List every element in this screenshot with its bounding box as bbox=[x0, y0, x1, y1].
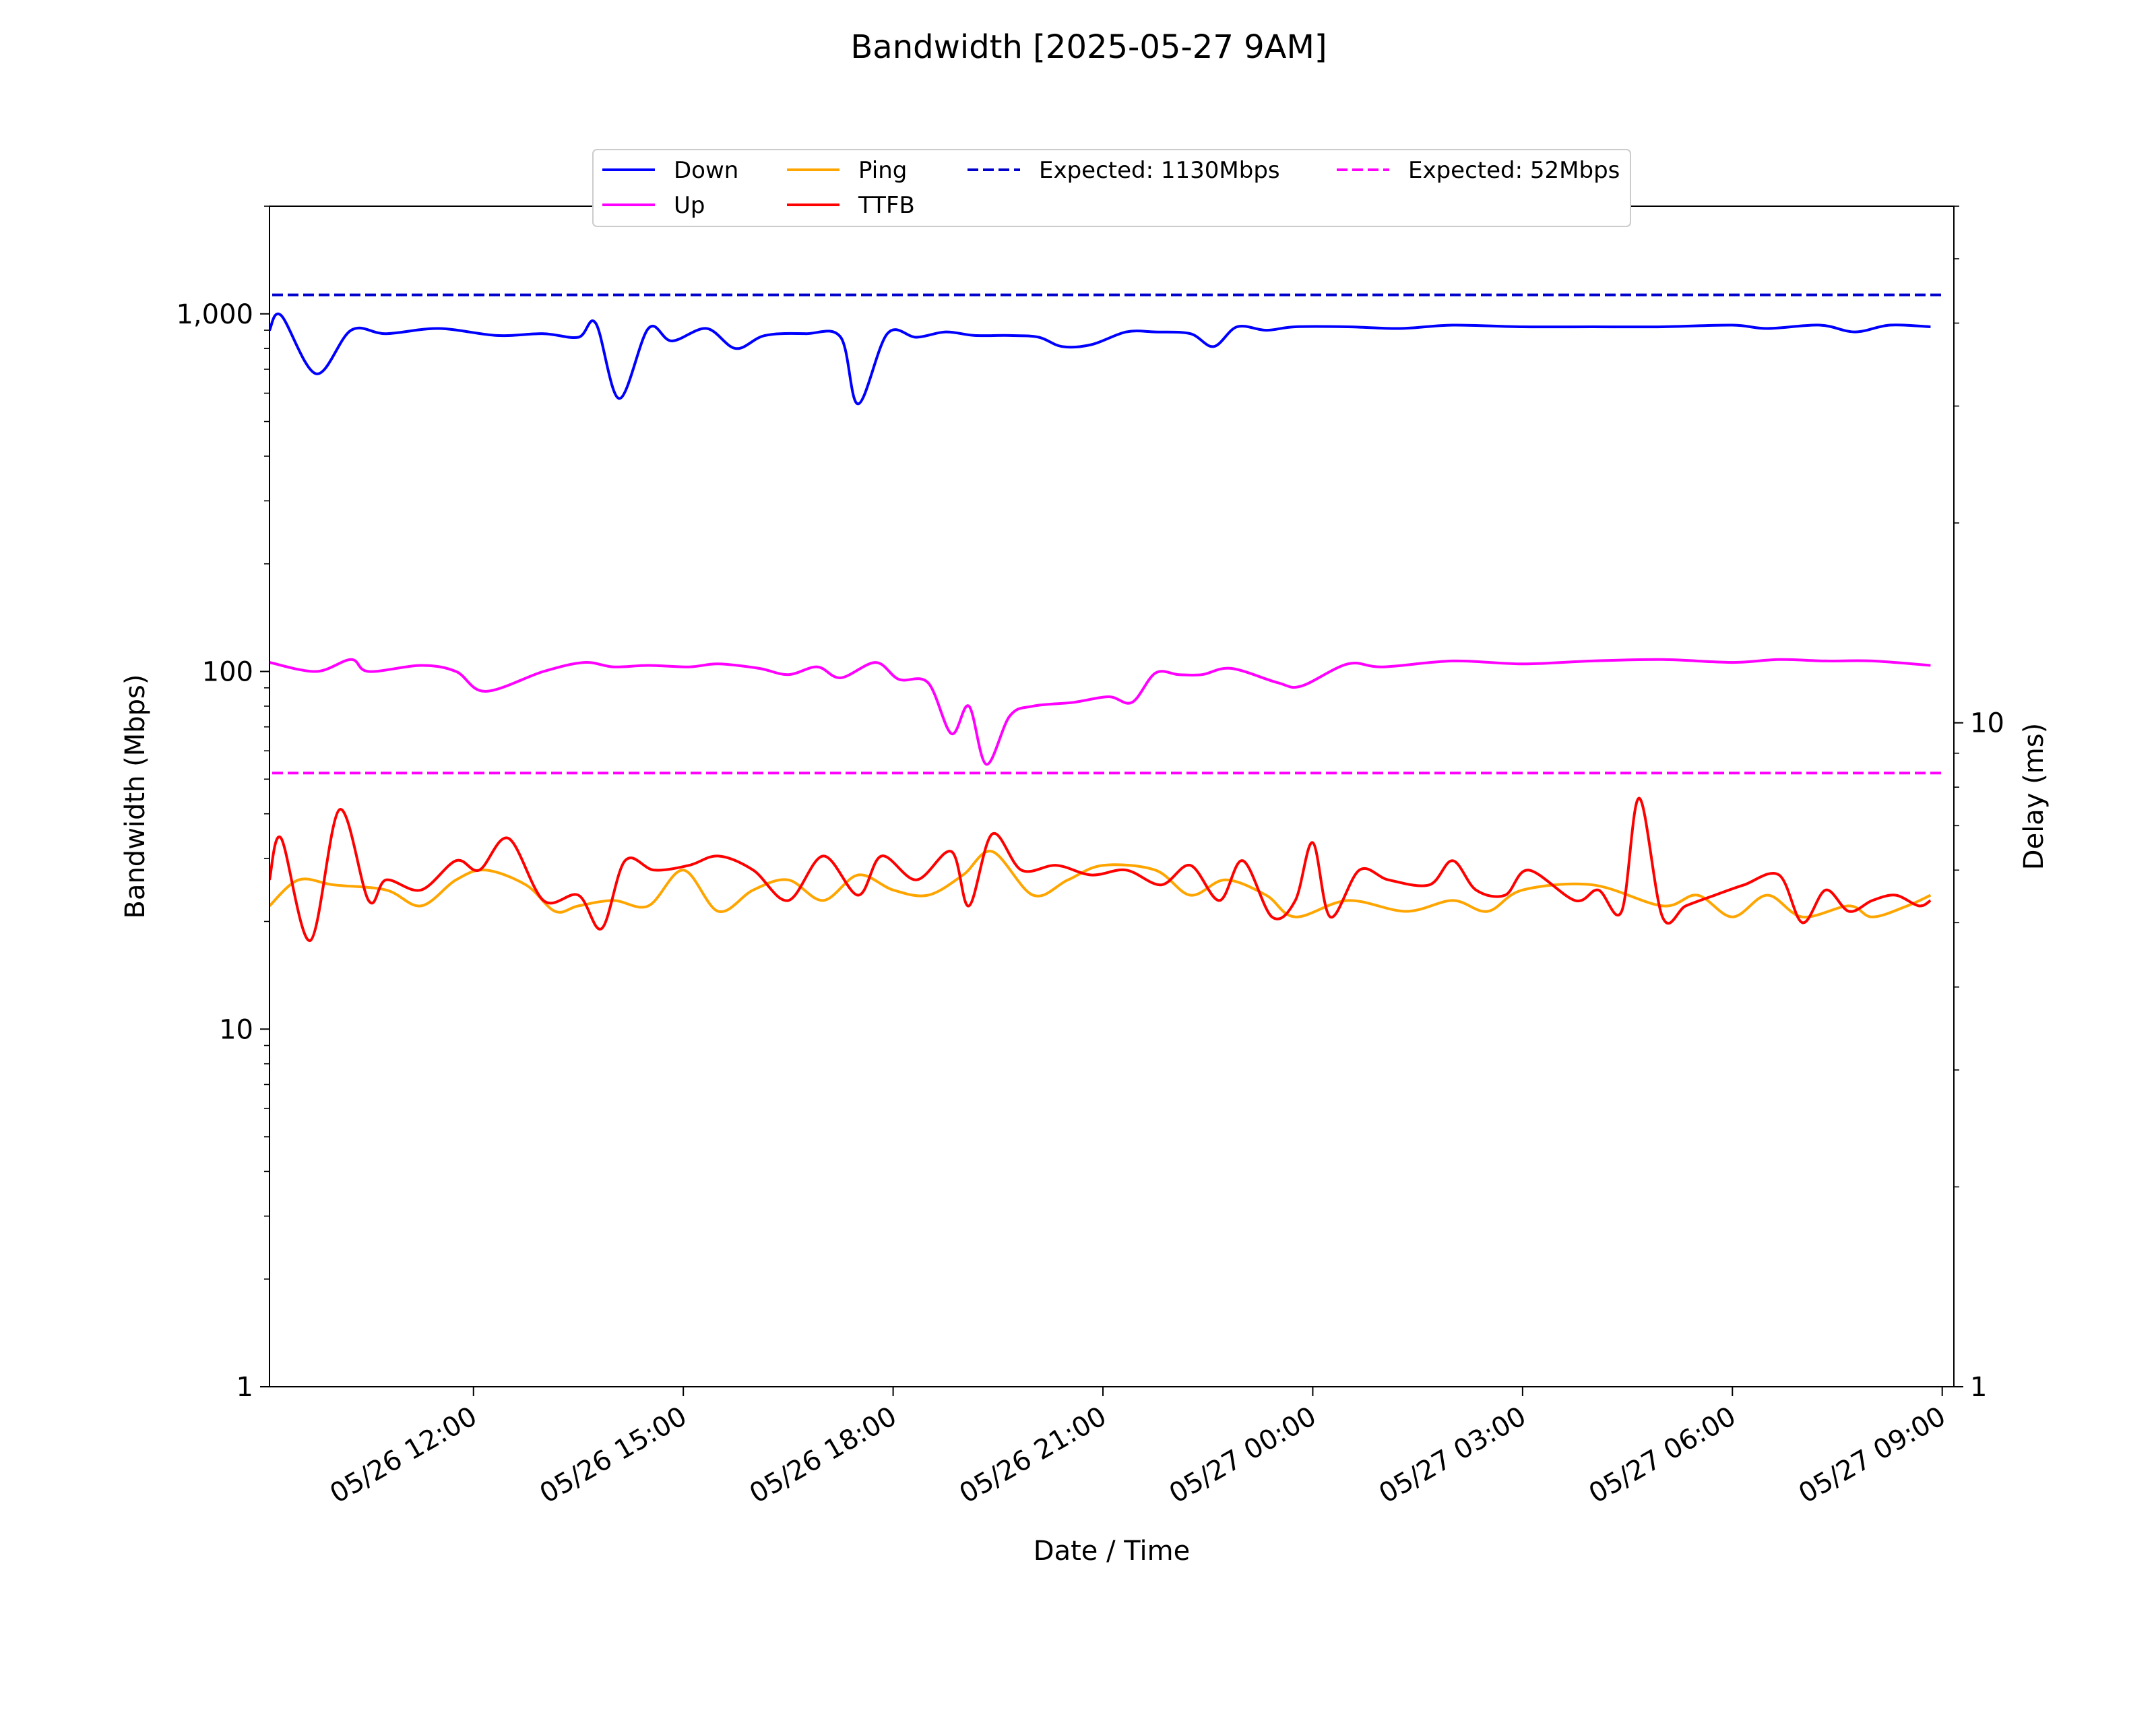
y-axis-left-label: Bandwidth (Mbps) bbox=[120, 674, 151, 918]
x-axis-label: Date / Time bbox=[1034, 1536, 1190, 1567]
right-axis: 1 10 bbox=[1954, 206, 2004, 1403]
legend-label: Ping bbox=[858, 157, 907, 184]
left-axis: 1 10 100 1,000 bbox=[176, 206, 270, 1403]
legend-label: Expected: 1130Mbps bbox=[1039, 157, 1280, 184]
legend-label: Expected: 52Mbps bbox=[1408, 157, 1620, 184]
left-tick-label: 100 bbox=[202, 657, 253, 688]
series-line-ttfb bbox=[270, 796, 1932, 942]
legend-label: Up bbox=[674, 192, 705, 219]
left-tick-label: 1 bbox=[236, 1372, 253, 1403]
right-tick-label: 1 bbox=[1970, 1372, 1987, 1403]
left-tick-label: 10 bbox=[219, 1014, 253, 1045]
legend-label: TTFB bbox=[858, 192, 915, 219]
data-layer bbox=[270, 293, 1944, 942]
series-line-up bbox=[270, 658, 1931, 766]
legend: Down Up Ping TTFB Expected: 1130Mbps Expected… bbox=[592, 149, 1631, 227]
legend-label: Down bbox=[674, 157, 738, 184]
right-tick-label: 10 bbox=[1970, 708, 2004, 739]
chart-title: Bandwidth [2025-05-27 9AM] bbox=[850, 28, 1327, 66]
left-tick-label: 1,000 bbox=[176, 299, 253, 330]
plot-area bbox=[269, 206, 1955, 1387]
series-line-down bbox=[270, 312, 1931, 406]
y-axis-right-label: Delay (ms) bbox=[2019, 723, 2050, 870]
